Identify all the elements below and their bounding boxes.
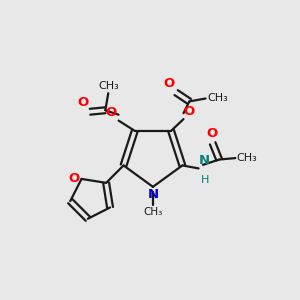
- Text: H: H: [201, 175, 209, 185]
- Text: CH₃: CH₃: [207, 94, 228, 103]
- Text: O: O: [106, 106, 117, 119]
- Text: CH₃: CH₃: [237, 153, 258, 163]
- Text: CH₃: CH₃: [98, 81, 118, 91]
- Text: N: N: [199, 154, 210, 167]
- Text: O: O: [77, 96, 88, 110]
- Text: N: N: [147, 188, 158, 201]
- Text: O: O: [184, 105, 195, 118]
- Text: CH₃: CH₃: [143, 206, 163, 217]
- Text: O: O: [206, 128, 218, 140]
- Text: O: O: [68, 172, 79, 185]
- Text: O: O: [164, 77, 175, 90]
